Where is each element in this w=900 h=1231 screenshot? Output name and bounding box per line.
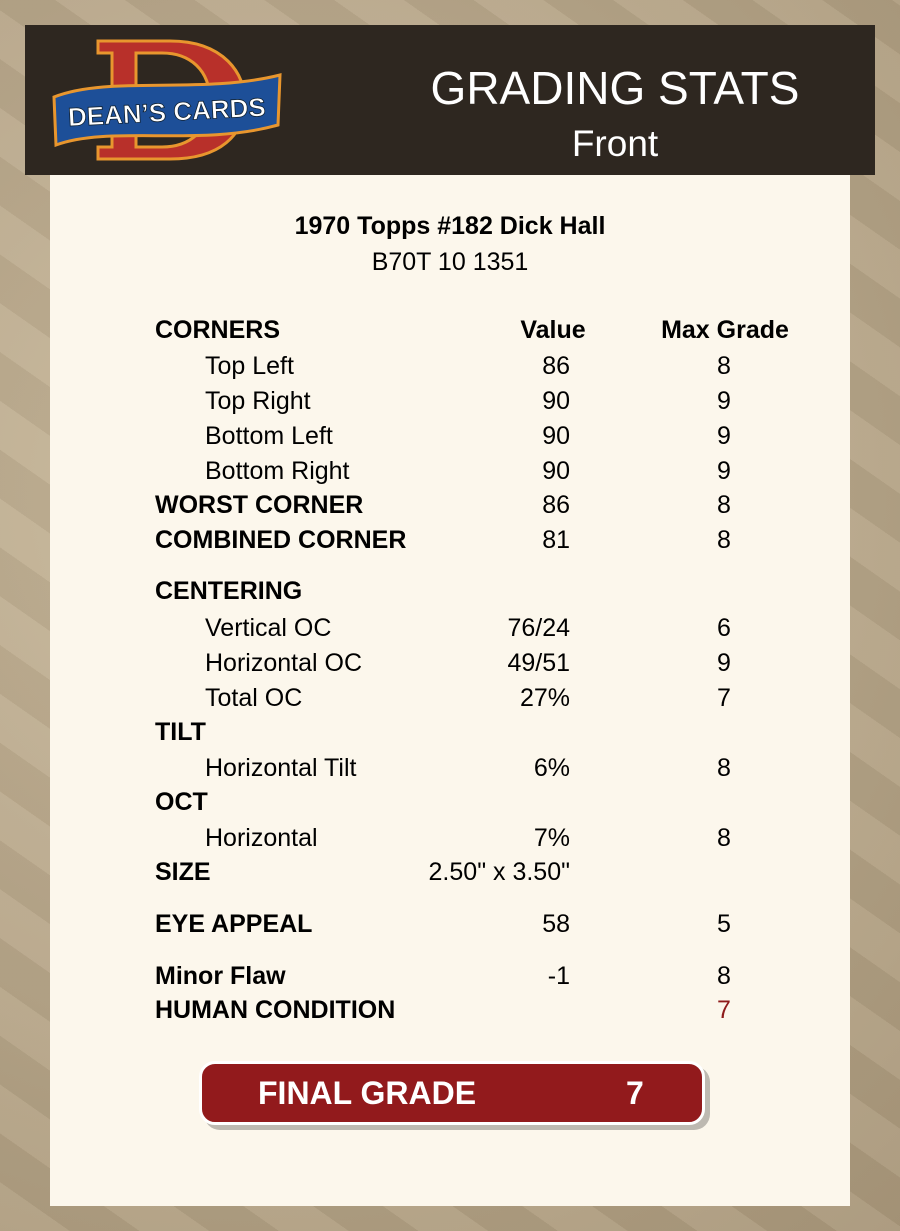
stat-max-grade: 5: [717, 910, 731, 938]
stat-label: Minor Flaw: [155, 962, 286, 990]
stat-value: 49/51: [507, 649, 570, 677]
page-subtitle: Front: [571, 123, 659, 164]
stat-max-grade: 9: [717, 649, 731, 677]
stat-row: Bottom Right 90 9: [0, 457, 900, 487]
stat-label: Vertical OC: [205, 614, 332, 642]
stat-value: 90: [542, 422, 570, 450]
stat-value: -1: [547, 962, 570, 990]
stat-max-grade: 8: [717, 754, 731, 782]
final-grade-label: FINAL GRADE: [258, 1075, 477, 1111]
deans-cards-logo: DEAN’S CARDS: [52, 39, 282, 161]
stat-label: Horizontal: [205, 824, 318, 852]
stat-label: OCT: [155, 788, 208, 816]
stat-label: TILT: [155, 718, 206, 746]
stat-value: 58: [542, 910, 570, 938]
stat-label: EYE APPEAL: [155, 910, 313, 938]
stat-label: Bottom Left: [205, 422, 333, 450]
stat-label: Horizontal Tilt: [205, 754, 357, 782]
stat-row: OCT: [0, 788, 900, 818]
stat-label: COMBINED CORNER: [155, 526, 407, 554]
column-header-value: Value: [520, 316, 586, 344]
stat-label: CENTERING: [155, 577, 303, 605]
stat-row: Horizontal Tilt 6% 8: [0, 754, 900, 784]
stat-value: 27%: [519, 684, 570, 712]
stat-max-grade: 9: [717, 457, 731, 485]
stat-value: 6%: [533, 754, 570, 782]
stat-max-grade: 7: [717, 996, 731, 1024]
stat-value: 90: [542, 387, 570, 415]
stat-row: Bottom Left 90 9: [0, 422, 900, 452]
stat-row: Horizontal OC 49/51 9: [0, 649, 900, 679]
stat-max-grade: 7: [717, 684, 731, 712]
stat-row: Top Left 86 8: [0, 352, 900, 382]
stat-label: SIZE: [155, 858, 211, 886]
stat-row: CENTERING: [0, 577, 900, 607]
stat-row: Horizontal 7% 8: [0, 824, 900, 854]
stat-max-grade: 8: [717, 352, 731, 380]
stats-panel: [50, 175, 850, 1206]
header-bar: DEAN’S CARDS GRADING STATS Front: [25, 25, 875, 175]
stat-row: EYE APPEAL 58 5: [0, 910, 900, 940]
stat-row: SIZE 2.50" x 3.50": [0, 858, 900, 888]
card-name: 1970 Topps #182 Dick Hall: [294, 212, 606, 240]
final-grade-badge: FINAL GRADE 7: [199, 1061, 705, 1125]
stat-label: CORNERS: [155, 316, 281, 344]
stat-max-grade: 8: [717, 526, 731, 554]
stat-label: Horizontal OC: [205, 649, 362, 677]
stat-row: Total OC 27% 7: [0, 684, 900, 714]
stat-label: HUMAN CONDITION: [155, 996, 396, 1024]
stat-label: Bottom Right: [205, 457, 350, 485]
stat-row: HUMAN CONDITION 7: [0, 996, 900, 1026]
stat-value: 7%: [533, 824, 570, 852]
stat-row: Minor Flaw -1 8: [0, 962, 900, 992]
stat-max-grade: 9: [717, 387, 731, 415]
stat-max-grade: 9: [717, 422, 731, 450]
stat-value: 86: [542, 352, 570, 380]
page-title: GRADING STATS: [430, 62, 800, 114]
stat-value: 2.50" x 3.50": [428, 858, 570, 886]
cert-number: B70T 10 1351: [371, 248, 529, 276]
stat-value: 90: [542, 457, 570, 485]
stat-label: WORST CORNER: [155, 491, 364, 519]
final-grade-value: 7: [626, 1075, 644, 1111]
stat-row: COMBINED CORNER 81 8: [0, 526, 900, 556]
stat-label: Top Left: [205, 352, 294, 380]
stat-max-grade: 8: [717, 491, 731, 519]
stat-row: TILT: [0, 718, 900, 748]
stat-label: Total OC: [205, 684, 303, 712]
stat-max-grade: 8: [717, 962, 731, 990]
stat-label: Top Right: [205, 387, 311, 415]
stat-value: 86: [542, 491, 570, 519]
stat-row: Top Right 90 9: [0, 387, 900, 417]
stat-row: WORST CORNER 86 8: [0, 491, 900, 521]
stat-max-grade: 6: [717, 614, 731, 642]
stat-row: CORNERS Value Max Grade: [0, 316, 900, 346]
stat-value: 81: [542, 526, 570, 554]
stat-row: Vertical OC 76/24 6: [0, 614, 900, 644]
column-header-max-grade: Max Grade: [661, 316, 789, 344]
stat-value: 76/24: [507, 614, 570, 642]
stat-max-grade: 8: [717, 824, 731, 852]
